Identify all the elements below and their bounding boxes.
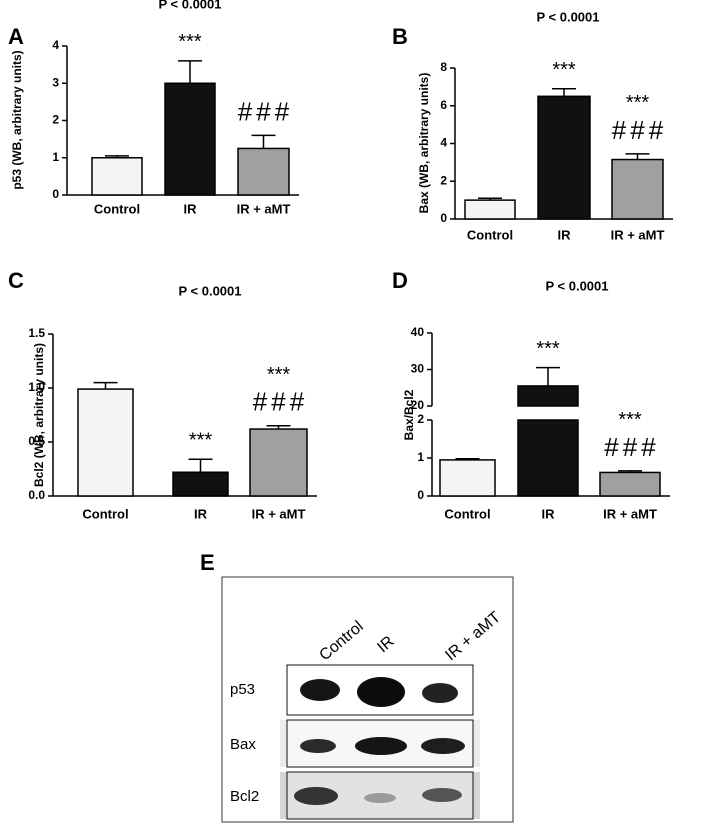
panel-label: A [8,24,24,49]
chart-title: P < 0.0001 [178,283,241,298]
x-tick-label: IR [184,201,198,216]
bar [517,385,579,407]
band [294,787,338,805]
panel-label: D [392,268,408,293]
y-tick-label: 1.0 [28,380,45,394]
y-tick-label: 0 [52,187,59,201]
bar [517,419,579,497]
error-bar [478,197,502,201]
band [357,677,405,707]
band [421,738,465,754]
error-bar [552,88,576,97]
bar [464,199,516,220]
annotation: *** [536,338,560,360]
bar [611,158,664,220]
lane-label: IR + aMT [442,609,504,665]
bar [599,471,661,497]
bar [237,147,290,196]
y-tick-label: 40 [411,325,425,339]
y-tick-label: 0.0 [28,488,45,502]
error-bar [178,60,202,84]
band [300,739,336,753]
y-tick-label: 20 [411,398,425,412]
error-bar [188,458,213,473]
row-label: Bcl2 [230,788,259,805]
y-tick-label: 1 [52,150,59,164]
panel-label: C [8,268,24,293]
error-bar [536,366,560,386]
chart-title: P < 0.0001 [158,0,221,11]
bar [537,95,591,220]
x-tick-label: IR [542,506,556,521]
error-bar [105,155,129,158]
bar [164,82,216,196]
y-tick-label: 0 [417,488,424,502]
annotation: *** [618,409,642,431]
panel-label: E [200,550,215,575]
y-tick-label: 3 [52,75,59,89]
annotation: ### [238,96,293,126]
error-bar [93,381,118,390]
y-tick-label: 0.5 [28,434,45,448]
y-tick-label: 2 [440,173,447,187]
blot-frame [221,576,514,823]
x-tick-label: Control [444,506,490,521]
y-axis-label: Bax (WB, arbitrary units) [417,73,431,214]
band [355,737,407,755]
annotation: ### [604,432,659,462]
x-tick-label: Control [467,227,513,242]
x-tick-label: IR + aMT [252,506,306,521]
y-axis-label: p53 (WB, arbitrary units) [10,50,24,189]
error-bar [618,470,642,473]
bar [249,428,308,497]
y-tick-label: 1 [417,450,424,464]
x-tick-label: Control [82,506,128,521]
x-tick-label: IR + aMT [611,227,665,242]
x-tick-label: Control [94,201,140,216]
y-tick-label: 30 [411,362,425,376]
error-bar [455,458,480,460]
x-tick-label: IR [558,227,572,242]
y-tick-label: 6 [440,98,447,112]
bar [91,157,143,196]
y-tick-label: 4 [440,136,447,150]
y-axis-label: Bax/Bcl2 [402,389,416,440]
annotation: *** [178,31,202,53]
row-label: Bax [230,736,256,753]
y-axis-label: Bcl2 (WB, arbitrary units) [32,343,46,487]
error-bar [266,425,291,430]
lane-label: IR [374,633,397,656]
y-tick-label: 4 [52,38,59,52]
bar [77,388,134,497]
bar [439,459,496,497]
row-label: p53 [230,681,255,698]
annotation: *** [189,430,213,452]
error-bar [251,134,276,149]
annotation: *** [267,364,291,386]
annotation: ### [612,115,667,145]
x-tick-label: IR + aMT [237,201,291,216]
band [422,788,462,802]
bar [172,471,229,497]
chart-title: P < 0.0001 [536,9,599,24]
blot-bands [280,664,480,820]
annotation: ### [253,387,308,417]
error-bar [625,153,650,160]
lane-label: Control [316,618,366,664]
band [422,683,458,703]
y-tick-label: 1.5 [28,326,45,340]
chart-title: P < 0.0001 [545,278,608,293]
y-tick-label: 2 [417,412,424,426]
annotation: *** [552,59,576,81]
band [364,793,396,803]
panel-label: B [392,24,408,49]
y-tick-label: 2 [52,113,59,127]
x-tick-label: IR + aMT [603,506,657,521]
x-tick-label: IR [194,506,208,521]
annotation: *** [626,92,650,114]
y-tick-label: 0 [440,211,447,225]
y-tick-label: 8 [440,60,447,74]
band [300,679,340,701]
